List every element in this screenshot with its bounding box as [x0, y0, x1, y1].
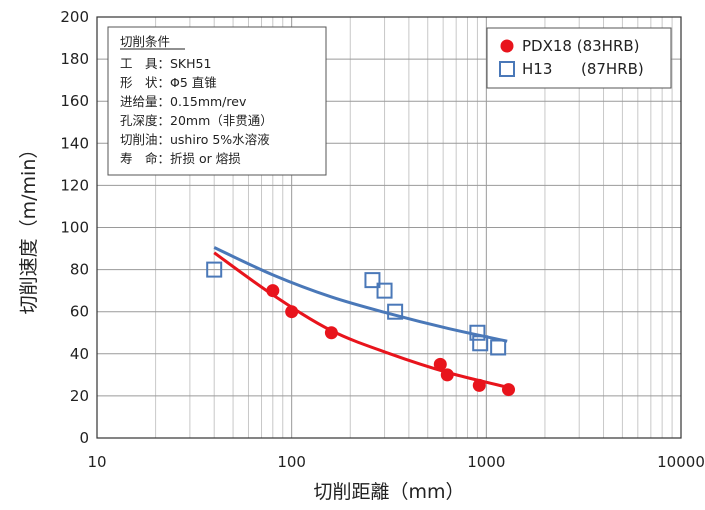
x-tick-label: 10000: [657, 453, 705, 471]
x-tick-label: 100: [277, 453, 306, 471]
y-tick-label: 180: [60, 50, 89, 68]
y-tick-label: 200: [60, 8, 89, 26]
y-tick-label: 20: [70, 387, 89, 405]
point-series-1: [324, 326, 338, 340]
y-tick-label: 140: [60, 134, 89, 152]
trend-lines: [213, 246, 509, 389]
y-tick-label: 80: [70, 261, 89, 279]
legend-box: [486, 27, 672, 89]
legend-label-series-1: PDX18 (83HRB): [522, 37, 640, 55]
point-series-1: [502, 383, 516, 397]
trendline-series-2: [213, 246, 508, 343]
conditions-line: 形 状：Φ5 直锥: [120, 75, 217, 90]
y-tick-label: 120: [60, 176, 89, 194]
point-series-1: [266, 284, 280, 298]
point-series-2: [472, 335, 489, 352]
point-series-1: [440, 368, 454, 382]
legend-marker-series-2: [499, 61, 515, 77]
plot-area: [96, 16, 682, 439]
point-series-2: [206, 261, 223, 278]
legend-label-series-2: H13 (87HRB): [522, 60, 644, 78]
conditions-line: 切削油：ushiro 5%水溶液: [120, 132, 270, 147]
legend-marker-series-1: [500, 39, 514, 53]
conditions-line: 孔深度：20mm（非贯通）: [120, 113, 273, 128]
x-axis-title: 切削距離（mm）: [313, 481, 464, 503]
y-tick-label: 0: [79, 429, 89, 447]
y-tick-label: 40: [70, 345, 89, 363]
y-tick-label: 60: [70, 303, 89, 321]
conditions-line: 工 具：SKH51: [120, 56, 211, 71]
conditions-title: 切削条件: [120, 34, 170, 49]
y-tick-label: 100: [60, 219, 89, 237]
data-points: [206, 261, 516, 397]
point-series-2: [469, 324, 486, 341]
x-tick-label: 10: [87, 453, 106, 471]
x-tick-label: 1000: [467, 453, 505, 471]
point-series-2: [364, 272, 381, 289]
point-series-1: [285, 305, 299, 319]
conditions-box: [107, 26, 327, 176]
point-series-2: [387, 303, 404, 320]
point-series-1: [433, 357, 447, 371]
trendline-series-1: [213, 251, 509, 389]
x-tick-labels: 10 100 1000 10000: [87, 453, 704, 471]
y-axis-title: 切削速度（m/min）: [18, 140, 40, 315]
point-series-1: [472, 378, 486, 392]
y-tick-labels: 0 20 40 60 80 100 120 140 160 180 200: [60, 8, 89, 447]
point-series-2: [376, 282, 393, 299]
conditions-line: 进给量：0.15mm/rev: [120, 94, 247, 109]
conditions-line: 寿 命：折损 or 熔损: [120, 151, 241, 166]
point-series-2: [490, 339, 507, 356]
legend: PDX18 (83HRB) H13 (87HRB): [499, 37, 644, 78]
y-tick-label: 160: [60, 92, 89, 110]
